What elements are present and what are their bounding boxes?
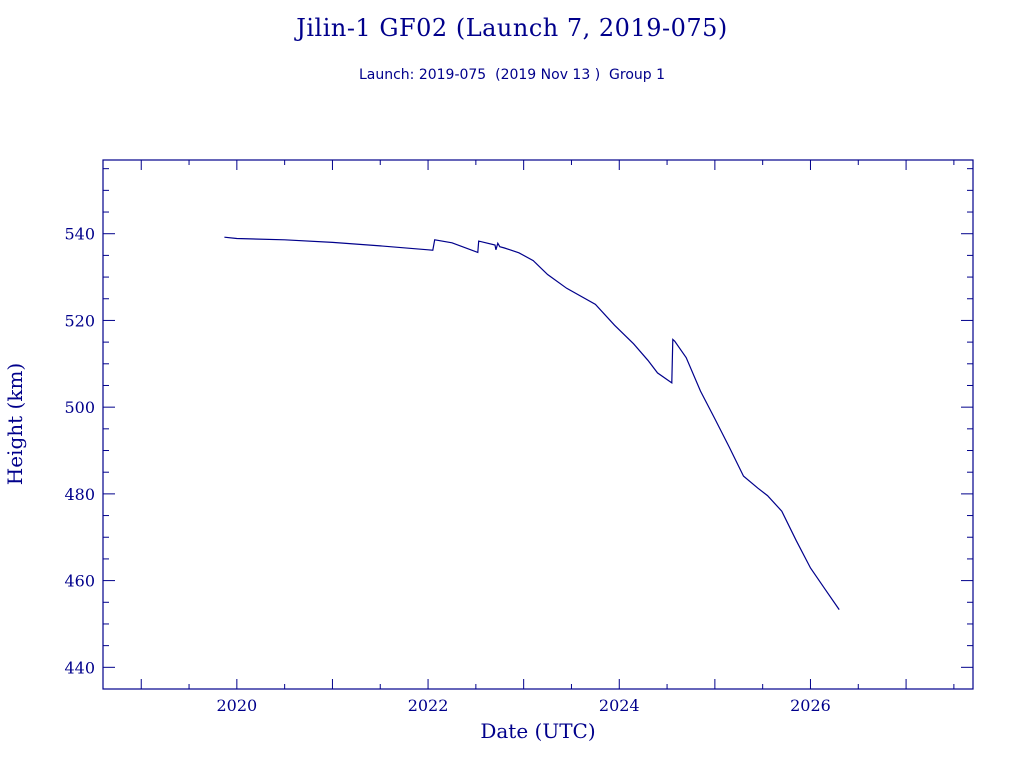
y-tick-label: 440	[64, 658, 95, 677]
y-tick-label: 520	[64, 311, 95, 330]
plot-frame	[102, 159, 974, 690]
x-tick-label: 2020	[216, 696, 257, 715]
x-tick-label: 2024	[599, 696, 640, 715]
axis-ticks	[103, 160, 973, 690]
height-series-line	[224, 236, 840, 610]
chart-title: Jilin-1 GF02 (Launch 7, 2019-075)	[296, 14, 728, 42]
x-axis-label: Date (UTC)	[480, 719, 595, 743]
y-axis-label: Height (km)	[3, 363, 27, 485]
x-tick-label: 2026	[790, 696, 831, 715]
x-tick-label: 2022	[408, 696, 449, 715]
chart-subtitle: Launch: 2019-075 (2019 Nov 13 ) Group 1	[358, 67, 666, 83]
y-tick-label: 480	[64, 485, 95, 504]
axis-tick-labels: 2020 2022 2024 2026 440 460 480 500 520 540	[64, 225, 830, 715]
y-tick-label: 540	[64, 225, 95, 244]
y-tick-label: 500	[64, 398, 95, 417]
y-tick-label: 460	[64, 572, 95, 591]
